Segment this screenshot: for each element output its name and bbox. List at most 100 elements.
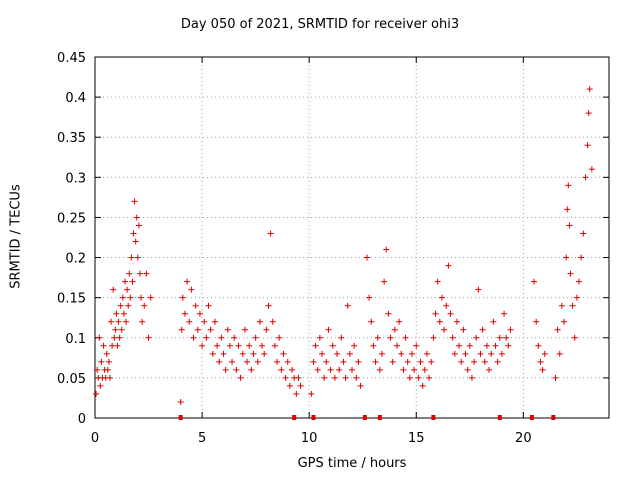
data-point <box>438 294 445 301</box>
data-point <box>121 278 128 285</box>
data-point <box>143 270 150 277</box>
data-point <box>413 342 420 349</box>
data-point <box>177 398 184 405</box>
plot-frame <box>94 56 610 419</box>
data-point <box>419 382 426 389</box>
data-point <box>203 334 210 341</box>
data-point <box>569 302 576 309</box>
data-point <box>147 294 154 301</box>
data-point <box>533 318 540 325</box>
y-axis-label: SRMTID / TECUs <box>8 184 24 289</box>
x-tick-label: 5 <box>198 431 206 446</box>
data-point <box>462 350 469 357</box>
data-point <box>445 262 452 269</box>
zero-marker <box>551 415 556 420</box>
data-point <box>109 342 116 349</box>
data-point <box>132 238 139 245</box>
data-point <box>432 310 439 317</box>
data-point <box>139 318 146 325</box>
data-point <box>216 358 223 365</box>
data-point <box>108 318 115 325</box>
data-point <box>120 310 127 317</box>
data-point <box>181 310 188 317</box>
data-point <box>406 374 413 381</box>
data-point <box>286 382 293 389</box>
data-point <box>564 206 571 213</box>
data-point <box>588 166 595 173</box>
data-point <box>265 302 272 309</box>
data-point <box>541 350 548 357</box>
data-point <box>220 350 227 357</box>
x-tick-label: 20 <box>515 431 532 446</box>
data-point <box>331 374 338 381</box>
data-point <box>436 318 443 325</box>
data-point <box>192 302 199 309</box>
data-point <box>498 350 505 357</box>
data-point <box>222 366 229 373</box>
data-point <box>271 342 278 349</box>
data-point <box>239 350 246 357</box>
data-point <box>453 318 460 325</box>
data-point <box>118 326 125 333</box>
data-point <box>263 326 270 333</box>
data-point <box>205 302 212 309</box>
data-point <box>188 286 195 293</box>
data-point <box>312 342 319 349</box>
data-point <box>214 342 221 349</box>
data-point <box>376 366 383 373</box>
data-point <box>582 174 589 181</box>
zero-marker <box>497 415 502 420</box>
data-point <box>460 326 467 333</box>
data-point <box>116 334 123 341</box>
data-point <box>490 318 497 325</box>
data-point <box>556 350 563 357</box>
data-point <box>387 334 394 341</box>
plot-border <box>94 56 610 419</box>
data-point <box>111 334 118 341</box>
data-point <box>274 358 281 365</box>
data-point <box>93 390 100 397</box>
zero-marker <box>292 415 297 420</box>
data-point <box>113 310 120 317</box>
data-point <box>372 358 379 365</box>
data-point <box>378 350 385 357</box>
data-point <box>357 382 364 389</box>
data-point <box>415 374 422 381</box>
y-tick-label: 0.15 <box>57 292 86 307</box>
data-point <box>368 318 375 325</box>
y-tick-label: 0.25 <box>57 211 86 226</box>
data-point <box>404 358 411 365</box>
data-point <box>104 366 111 373</box>
data-point <box>411 366 418 373</box>
zero-marker <box>178 415 183 420</box>
y-tick-label: 0.2 <box>65 252 86 267</box>
data-point <box>381 278 388 285</box>
data-point <box>340 358 347 365</box>
data-point <box>136 270 143 277</box>
data-point <box>321 374 328 381</box>
data-point <box>346 350 353 357</box>
data-point <box>100 342 107 349</box>
data-point <box>584 142 591 149</box>
data-point <box>496 334 503 341</box>
data-point <box>334 350 341 357</box>
data-point <box>344 302 351 309</box>
data-point <box>114 342 121 349</box>
data-point <box>259 342 266 349</box>
data-point <box>229 358 236 365</box>
data-point <box>278 366 285 373</box>
data-point <box>494 358 501 365</box>
data-point <box>471 358 478 365</box>
data-point <box>428 358 435 365</box>
data-point <box>505 342 512 349</box>
y-tick-label: 0 <box>78 412 86 427</box>
data-point <box>250 350 257 357</box>
data-point <box>426 374 433 381</box>
data-point <box>449 334 456 341</box>
data-point <box>269 318 276 325</box>
data-point <box>374 334 381 341</box>
data-point <box>370 342 377 349</box>
y-tick-label: 0.3 <box>65 171 86 186</box>
data-point <box>342 374 349 381</box>
data-point <box>473 334 480 341</box>
